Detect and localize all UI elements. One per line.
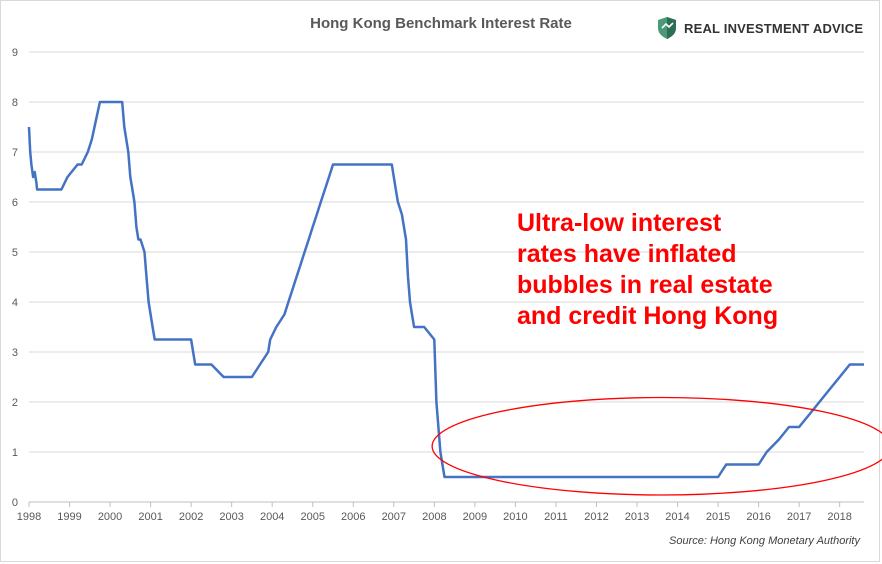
y-tick-label: 9	[12, 47, 18, 59]
x-tick-label: 2018	[827, 511, 851, 523]
shield-icon	[658, 17, 676, 39]
x-tick-label: 2014	[665, 511, 689, 523]
x-tick-label: 2010	[503, 511, 527, 523]
brand-logo: REAL INVESTMENT ADVICE	[656, 16, 863, 40]
y-tick-labels: 0 1 2 3 4 5 6 7 8 9	[12, 47, 18, 509]
annotation-text: Ultra-low interest rates have inflated b…	[517, 208, 817, 332]
highlight-ellipse	[431, 396, 882, 496]
x-tick-label: 2002	[179, 511, 203, 523]
x-tick-label: 2009	[463, 511, 487, 523]
x-tick-label: 2005	[300, 511, 324, 523]
axes	[28, 501, 864, 507]
annotation-line: and credit Hong Kong	[517, 302, 779, 330]
highlight-ellipse-layer	[431, 396, 882, 496]
y-tick-label: 5	[12, 247, 18, 259]
annotation-line: Ultra-low interest	[517, 209, 722, 237]
y-tick-label: 2	[12, 397, 18, 409]
x-tick-label: 2015	[706, 511, 730, 523]
gridlines	[29, 51, 864, 453]
y-tick-label: 1	[12, 447, 18, 459]
x-tick-label: 2004	[260, 511, 284, 523]
x-tick-label: 2001	[138, 511, 162, 523]
series-line	[27, 100, 864, 479]
chart-title: Hong Kong Benchmark Interest Rate	[310, 15, 572, 32]
x-tick-label: 2017	[787, 511, 811, 523]
x-tick-label: 2016	[746, 511, 770, 523]
y-tick-label: 6	[12, 197, 18, 209]
y-tick-label: 7	[12, 147, 18, 159]
x-tick-label: 2000	[98, 511, 122, 523]
x-tick-label: 2012	[584, 511, 608, 523]
y-tick-label: 3	[12, 347, 18, 359]
x-tick-labels: 1998 1999 2000 2001 2002 2003 2004 2005 2006 2007…	[17, 511, 852, 523]
annotation-line: rates have inflated	[517, 240, 737, 268]
y-tick-label: 4	[12, 297, 18, 309]
y-tick-label: 0	[12, 497, 18, 509]
annotation-line: bubbles in real estate	[517, 271, 773, 299]
y-tick-label: 8	[12, 97, 18, 109]
x-tick-label: 1998	[17, 511, 41, 523]
brand-name: REAL INVESTMENT ADVICE	[684, 20, 864, 36]
x-tick-label: 2011	[544, 511, 568, 523]
x-tick-label: 2006	[341, 511, 365, 523]
source-note: Source: Hong Kong Monetary Authority	[669, 535, 860, 547]
x-tick-label: 2003	[219, 511, 243, 523]
x-tick-label: 2008	[422, 511, 446, 523]
x-tick-label: 1999	[57, 511, 81, 523]
x-tick-label: 2007	[382, 511, 406, 523]
series-layer	[27, 100, 864, 479]
x-tick-label: 2013	[625, 511, 649, 523]
